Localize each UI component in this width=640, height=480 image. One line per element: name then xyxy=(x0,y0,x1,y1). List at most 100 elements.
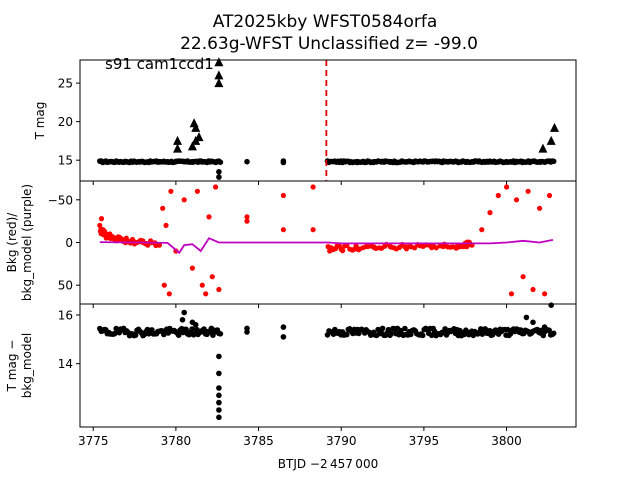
data-point xyxy=(244,158,250,165)
data-point xyxy=(421,158,427,165)
upper-limit-marker xyxy=(173,143,183,153)
x-axis-label: BTJD −2 457 000 xyxy=(278,457,378,471)
data-point xyxy=(244,325,250,332)
y-axis-label-line1: Bkg (red)/ xyxy=(5,212,19,273)
data-point xyxy=(181,158,187,165)
data-point xyxy=(541,324,548,330)
data-point xyxy=(140,158,146,165)
bkg-point xyxy=(412,245,418,251)
data-point xyxy=(98,158,105,165)
data-point xyxy=(216,353,222,360)
y-axis-label: T mag xyxy=(33,102,47,141)
figure-title-line1: AT2025kby WFST0584orfa xyxy=(213,12,438,32)
bkg-point xyxy=(437,243,443,249)
band-point xyxy=(385,326,392,333)
band-point xyxy=(189,326,195,332)
band-point xyxy=(546,327,552,334)
panel-background: −50 0 50 Bkg (red)/bkg_model (purple) xyxy=(5,180,577,308)
bkg-point xyxy=(504,184,510,190)
data-point xyxy=(548,158,554,165)
bkg-point xyxy=(244,214,250,220)
band-point xyxy=(344,331,350,338)
panel-top-mag: 15 20 25 T mag xyxy=(33,57,577,185)
y-tick-label: 20 xyxy=(58,115,73,129)
data-point xyxy=(115,158,121,165)
bkg-model-line xyxy=(99,237,554,255)
data-point xyxy=(173,158,179,165)
data-point xyxy=(216,407,222,413)
bkg-point xyxy=(537,205,543,211)
data-point xyxy=(520,158,526,165)
bkg-point xyxy=(310,184,316,190)
panel-annotation: s91 cam1ccd1 xyxy=(105,55,214,73)
data-point xyxy=(216,399,222,406)
data-point xyxy=(280,158,287,164)
bkg-point xyxy=(189,265,195,271)
data-point xyxy=(454,158,460,165)
bkg-point xyxy=(97,222,103,228)
bkg-point xyxy=(163,222,169,228)
data-point xyxy=(216,414,222,421)
bkg-point xyxy=(160,205,166,211)
band-point xyxy=(201,326,207,332)
band-point xyxy=(379,325,386,332)
data-point xyxy=(548,302,554,309)
data-point xyxy=(280,324,287,330)
band-point xyxy=(550,330,557,337)
upper-limit-marker xyxy=(546,135,556,145)
data-point xyxy=(530,319,536,326)
x-tick-label: 3795 xyxy=(409,434,440,448)
data-point xyxy=(131,158,138,165)
data-point xyxy=(437,158,444,165)
data-point xyxy=(156,158,163,165)
bkg-point xyxy=(433,245,439,251)
bkg-point xyxy=(310,227,316,233)
bkg-point xyxy=(168,188,174,194)
y-axis-label-line2: bkg_model xyxy=(20,333,34,399)
bkg-point xyxy=(194,188,200,194)
data-point xyxy=(216,174,222,180)
bkg-point xyxy=(479,227,485,233)
data-point xyxy=(179,317,186,323)
x-tick-label: 3775 xyxy=(78,434,109,448)
y-axis-label-line1: T mag − xyxy=(5,340,19,393)
y-tick-label: 50 xyxy=(58,279,73,293)
bkg-point xyxy=(525,188,531,194)
data-point xyxy=(280,334,287,340)
bkg-point xyxy=(546,192,553,199)
panel-frame xyxy=(79,303,577,428)
band-point xyxy=(183,326,189,333)
bkg-point xyxy=(404,244,410,250)
upper-limit-marker xyxy=(538,143,548,153)
bkg-point xyxy=(216,286,222,293)
bkg-point xyxy=(513,197,520,203)
data-point xyxy=(355,158,361,165)
data-point xyxy=(388,158,394,165)
band-point xyxy=(175,332,182,339)
upper-limit-marker xyxy=(194,132,204,142)
data-point xyxy=(192,321,199,328)
bkg-point xyxy=(508,291,515,297)
bkg-point xyxy=(166,291,172,297)
bkg-point xyxy=(161,282,167,288)
bkg-point xyxy=(98,216,105,222)
figure-title-line2: 22.63g-WFST Unclassified z= -99.0 xyxy=(180,34,478,54)
bkg-point xyxy=(107,231,113,237)
upper-limit-marker xyxy=(214,57,224,67)
band-point xyxy=(486,327,493,334)
band-point xyxy=(482,326,489,332)
data-point xyxy=(197,158,204,165)
y-tick-label: 14 xyxy=(58,357,73,371)
data-point xyxy=(206,158,212,165)
bkg-point xyxy=(123,235,129,241)
data-point xyxy=(181,309,187,316)
bkg-point xyxy=(542,291,548,297)
bkg-point xyxy=(213,184,219,190)
y-tick-label: 25 xyxy=(58,77,73,91)
x-tick-label: 3790 xyxy=(326,434,357,448)
x-tick-label: 3800 xyxy=(491,434,522,448)
bkg-point xyxy=(371,245,377,251)
data-point xyxy=(216,169,222,175)
data-point xyxy=(216,158,222,165)
bkg-point xyxy=(530,286,536,293)
